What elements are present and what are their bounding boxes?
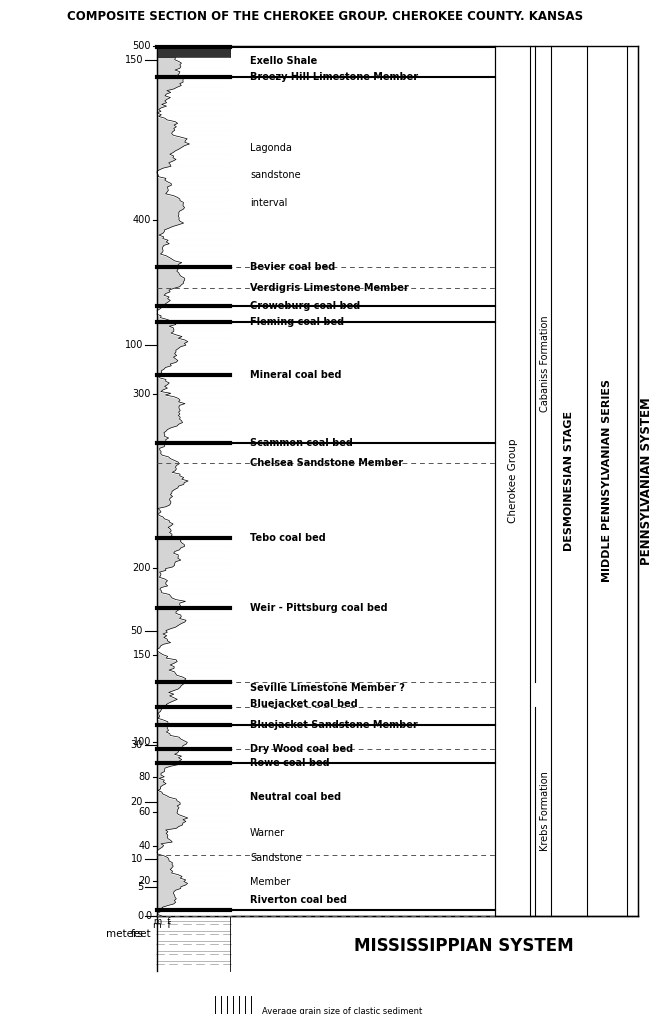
Text: Mineral coal bed: Mineral coal bed [250, 370, 341, 380]
Text: Seville Limestone Member ?: Seville Limestone Member ? [250, 683, 405, 693]
Text: sandstone: sandstone [250, 170, 300, 180]
Text: 400: 400 [133, 215, 151, 225]
Text: 100: 100 [125, 340, 143, 350]
Text: Fleming coal bed: Fleming coal bed [250, 317, 344, 327]
Text: Scammon coal bed: Scammon coal bed [250, 438, 353, 448]
Text: Bevier coal bed: Bevier coal bed [250, 262, 335, 272]
Text: 30: 30 [131, 740, 143, 749]
Text: Lagonda: Lagonda [250, 143, 292, 153]
Text: COMPOSITE SECTION OF THE CHEROKEE GROUP. CHEROKEE COUNTY. KANSAS: COMPOSITE SECTION OF THE CHEROKEE GROUP.… [67, 9, 583, 22]
Bar [157, 46, 230, 916]
Text: 200: 200 [133, 563, 151, 573]
Text: 20: 20 [138, 876, 151, 886]
Text: 50: 50 [131, 626, 143, 636]
Text: Cherokee Group: Cherokee Group [508, 439, 518, 523]
Text: 100: 100 [133, 737, 151, 747]
Text: Riverton coal bed: Riverton coal bed [250, 895, 347, 906]
Text: Verdigris Limestone Member: Verdigris Limestone Member [250, 283, 409, 293]
Text: interval: interval [250, 198, 287, 208]
Text: m  f: m f [154, 917, 170, 926]
Text: Breezy Hill Limestone Member: Breezy Hill Limestone Member [250, 72, 418, 82]
Text: Bluejacket Sandstone Member: Bluejacket Sandstone Member [250, 720, 418, 730]
Text: DESMOINESIAN STAGE: DESMOINESIAN STAGE [564, 411, 574, 551]
Text: Croweburg coal bed: Croweburg coal bed [250, 301, 360, 311]
Text: Sandstone: Sandstone [250, 853, 302, 863]
Text: 300: 300 [133, 389, 151, 399]
Text: Dry Wood coal bed: Dry Wood coal bed [250, 744, 353, 754]
Bar [157, 46, 230, 58]
Text: 500: 500 [133, 41, 151, 51]
Text: PENNSYLVANIAN SYSTEM: PENNSYLVANIAN SYSTEM [640, 397, 650, 565]
Text: Cabaniss Formation: Cabaniss Formation [540, 315, 550, 413]
Text: 10: 10 [131, 854, 143, 864]
Text: meters: meters [106, 929, 143, 939]
Text: 150: 150 [125, 55, 143, 65]
Text: 150: 150 [133, 650, 151, 660]
Text: MIDDLE PENNSYLVANIAN SERIES: MIDDLE PENNSYLVANIAN SERIES [602, 379, 612, 582]
Text: Rowe coal bed: Rowe coal bed [250, 758, 330, 768]
Text: Tebo coal bed: Tebo coal bed [250, 533, 326, 544]
Text: Average grain size of clastic sediment: Average grain size of clastic sediment [262, 1007, 422, 1014]
Text: 60: 60 [138, 806, 151, 816]
Bar [230, 46, 495, 916]
Text: 80: 80 [138, 772, 151, 782]
Text: Member: Member [250, 877, 291, 887]
Text: feet: feet [131, 929, 151, 939]
Text: 5: 5 [136, 882, 143, 892]
Text: 0: 0 [145, 911, 151, 921]
Text: Bluejacket coal bed: Bluejacket coal bed [250, 699, 358, 709]
Text: 20: 20 [131, 797, 143, 807]
Text: Krebs Formation: Krebs Formation [540, 772, 550, 852]
Text: Weir - Pittsburg coal bed: Weir - Pittsburg coal bed [250, 603, 387, 613]
Text: Chelsea Sandstone Member: Chelsea Sandstone Member [250, 458, 403, 468]
Text: m  f: m f [153, 922, 171, 931]
Text: MISSISSIPPIAN SYSTEM: MISSISSIPPIAN SYSTEM [354, 937, 574, 955]
Text: 40: 40 [138, 842, 151, 852]
Text: 0: 0 [137, 911, 143, 921]
Text: Exello Shale: Exello Shale [250, 56, 317, 66]
Text: Neutral coal bed: Neutral coal bed [250, 792, 341, 802]
Text: Warner: Warner [250, 828, 285, 838]
